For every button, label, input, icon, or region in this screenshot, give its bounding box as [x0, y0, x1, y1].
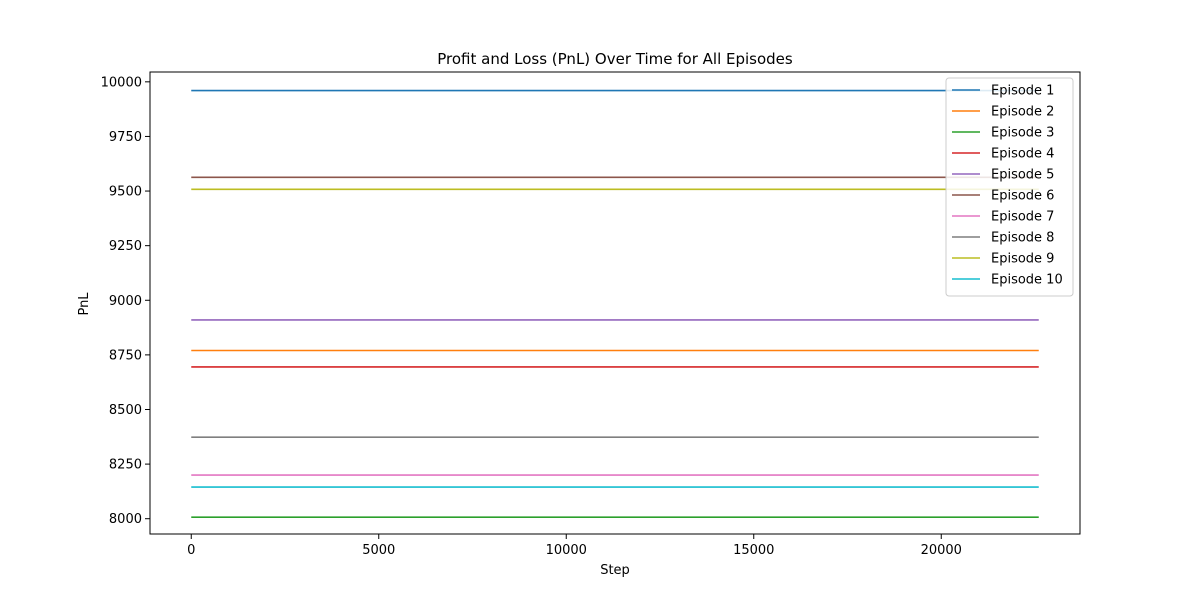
x-tick-label: 5000 [362, 543, 395, 558]
x-tick-label: 0 [187, 543, 195, 558]
legend-label-episode-1: Episode 1 [991, 84, 1054, 99]
legend-label-episode-9: Episode 9 [991, 252, 1054, 267]
legend-label-episode-6: Episode 6 [991, 189, 1054, 204]
y-tick-label: 8250 [109, 458, 142, 473]
legend-label-episode-3: Episode 3 [991, 126, 1054, 141]
x-tick-label: 10000 [546, 543, 587, 558]
y-tick-label: 9750 [109, 130, 142, 145]
y-tick-label: 8750 [109, 348, 142, 363]
y-tick-label: 8000 [109, 512, 142, 527]
legend-label-episode-2: Episode 2 [991, 105, 1054, 120]
legend-label-episode-10: Episode 10 [991, 273, 1063, 288]
legend-label-episode-4: Episode 4 [991, 147, 1054, 162]
chart-title: Profit and Loss (PnL) Over Time for All … [437, 50, 793, 68]
legend: Episode 1 Episode 2 Episode 3 Episode 4 Epis… [945, 77, 1074, 297]
y-axis-label: PnL [77, 292, 92, 316]
y-tick-label: 9500 [109, 185, 142, 200]
legend-label-episode-5: Episode 5 [991, 168, 1054, 183]
x-tick-label: 15000 [733, 543, 774, 558]
legend-label-episode-7: Episode 7 [991, 210, 1054, 225]
x-tick-label: 20000 [921, 543, 962, 558]
y-tick-label: 10000 [101, 75, 142, 90]
y-tick-label: 9250 [109, 239, 142, 254]
y-tick-label: 9000 [109, 294, 142, 309]
x-axis-label: Step [600, 563, 630, 578]
plot-area-frame [149, 71, 1081, 535]
y-tick-label: 8500 [109, 403, 142, 418]
legend-label-episode-8: Episode 8 [991, 231, 1054, 246]
